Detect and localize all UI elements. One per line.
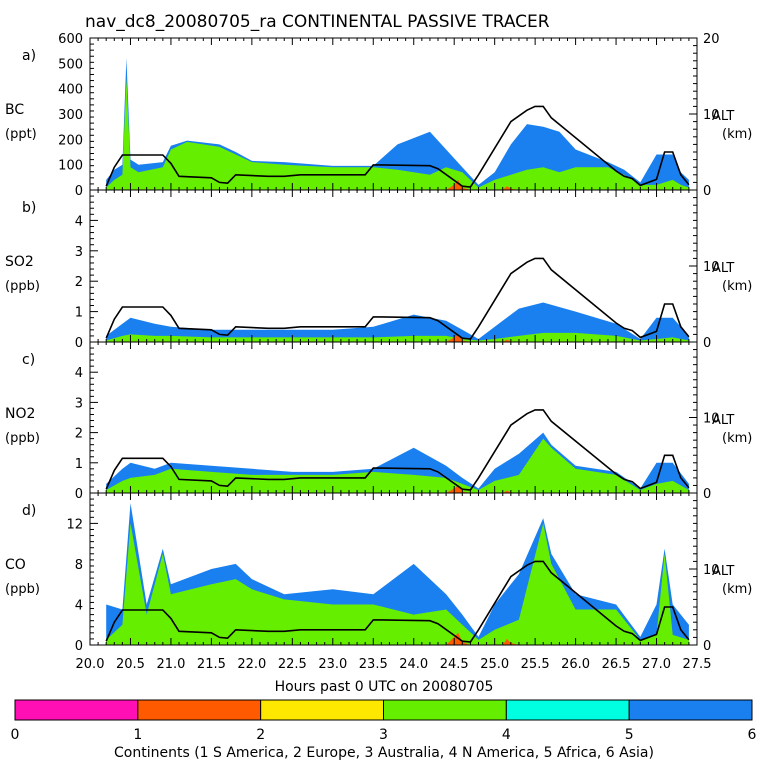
altitude-line-bc [105,105,690,188]
alt-label: ALT [712,564,734,579]
y-tick-label: 600 [58,32,83,47]
colorbar-tick-label: 0 [11,727,20,743]
x-tick-label: 27.5 [683,657,712,672]
alt-units-label: (km) [722,582,752,597]
panel-letter: a) [22,48,36,64]
colorbar-swatch [628,699,753,721]
alt-units-label: (km) [722,127,752,142]
y-tick-label: 2 [75,427,83,442]
panel-letter: d) [22,503,36,519]
alt-tick-label: 20 [703,32,720,47]
x-tick-label: 25.5 [521,657,550,672]
species-label: CO [5,557,26,573]
alt-tick-label: 10 [703,412,720,427]
x-tick-label: 23.5 [359,657,388,672]
x-tick-label: 27.0 [642,657,671,672]
x-tick-label: 26.0 [561,657,590,672]
colorbar-swatch [505,699,630,721]
panel-bc: 0 100 200 300 400 500 600 0 10 20 a) BC (ppt) ALT (km) [5,32,752,199]
y-tick-label: 2 [75,275,83,290]
panel-letter: b) [22,200,36,216]
units-label: (ppb) [5,582,40,597]
y-tick-label: 0 [75,487,83,502]
y-tick-label: 0 [75,336,83,351]
x-tick-label: 25.0 [480,657,509,672]
alt-tick-label: 10 [703,108,720,123]
panel-frame [89,189,698,343]
x-axis: 20.0 20.5 21.0 21.5 22.0 22.5 23.0 23.5 24.0 24.5… [76,657,712,672]
area-bc-asia [106,58,689,190]
panel-letter: c) [22,352,35,368]
area-co-n-america [106,523,689,645]
x-tick-label: 20.0 [76,657,105,672]
y-tick-label: 500 [58,57,83,72]
colorbar-tick-label: 3 [379,727,388,743]
area-so2-asia [106,302,689,342]
colorbar-tick-label: 5 [625,727,634,743]
x-tick-label: 21.0 [156,657,185,672]
x-tick-label: 21.5 [197,657,226,672]
x-tick-label: 23.0 [318,657,347,672]
units-label: (ppt) [5,127,37,142]
panel-so2: 0 1 2 3 4 0 10 b) SO2 (ppb) ALT (km) [5,189,752,351]
species-label: NO2 [5,406,35,422]
units-label: (ppb) [5,279,40,294]
y-tick-label: 4 [75,598,83,613]
alt-tick-label: 10 [703,563,720,578]
alt-units-label: (km) [722,279,752,294]
x-axis-label: Hours past 0 UTC on 20080705 [275,679,494,695]
y-tick-label: 3 [75,245,83,260]
y-tick-label: 4 [75,366,83,381]
panels: 010020030040050060001020a)BC(ppt)ALT(km)… [5,32,752,654]
y-tick-label: 0 [75,639,83,654]
y-tick-label: 12 [66,517,83,532]
colorbar-swatch [383,699,507,721]
altitude-line-co [105,560,690,643]
colorbar-tick-label: 1 [133,727,142,743]
y-tick-label: 1 [75,457,83,472]
species-label: BC [5,102,24,118]
x-tick-label: 24.5 [440,657,469,672]
area-bc-n-america [106,78,689,190]
y-tick-label: 8 [75,558,83,573]
panel-no2: 0 1 2 3 4 0 10 c) NO2 (ppb) ALT (km) [5,341,752,502]
x-tick-label: 22.0 [237,657,266,672]
x-tick-label: 22.5 [278,657,307,672]
alt-tick-label: 10 [703,260,720,275]
alt-label: ALT [712,109,734,124]
x-tick-label: 26.5 [602,657,631,672]
y-tick-label: 300 [58,108,83,123]
alt-label: ALT [712,413,734,428]
y-tick-label: 4 [75,214,83,229]
colorbar-label: Continents (1 S America, 2 Europe, 3 Aus… [114,745,654,761]
y-tick-label: 200 [58,133,83,148]
colorbar-tick-label: 6 [748,727,757,743]
colorbar-tick-label: 2 [256,727,265,743]
x-tick-label: 24.0 [399,657,428,672]
alt-units-label: (km) [722,431,752,446]
alt-tick-label: 0 [703,184,711,199]
y-tick-label: 100 [58,159,83,174]
y-tick-label: 3 [75,396,83,411]
x-tick-label: 20.5 [116,657,145,672]
colorbar: 0 1 2 3 4 5 6 [11,699,757,743]
species-label: SO2 [5,254,34,270]
y-tick-label: 400 [58,83,83,98]
panel-co: 0 4 8 12 0 10 d) CO (ppb) ALT (km) [5,492,752,654]
colorbar-swatch [137,699,262,721]
colorbar-tick-label: 4 [502,727,511,743]
alt-tick-label: 0 [703,639,711,654]
y-tick-label: 0 [75,184,83,199]
y-tick-label: 1 [75,306,83,321]
units-label: (ppb) [5,431,40,446]
alt-label: ALT [712,261,734,276]
alt-tick-label: 0 [703,336,711,351]
altitude-line-no2 [105,409,690,491]
altitude-line-so2 [105,257,690,340]
alt-tick-label: 0 [703,487,711,502]
colorbar-swatch [14,699,139,721]
chart-title: nav_dc8_20080705_ra CONTINENTAL PASSIVE … [85,12,550,32]
colorbar-swatch [260,699,384,721]
